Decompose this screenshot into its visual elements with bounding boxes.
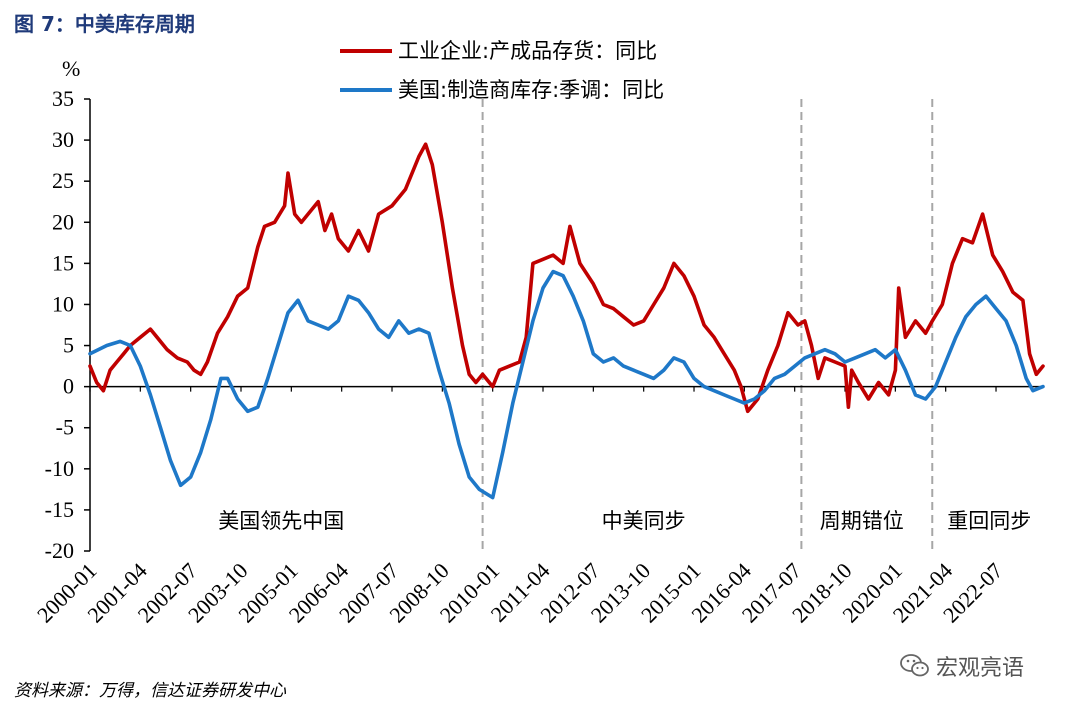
y-tick-label: 15 [52,250,74,275]
watermark-text: 宏观亮语 [936,656,1025,681]
chart-axes: 35302520151050-5-10-15-20%2000-012001-04… [32,56,1043,627]
series-us-inventory-line [88,269,1045,500]
y-tick-label: 0 [63,374,74,399]
y-tick-label: 35 [52,86,74,111]
region-label: 重回同步 [947,509,1031,533]
y-tick-label: 5 [63,333,74,358]
y-tick-label: -10 [45,456,74,481]
region-label: 美国领先中国 [218,509,344,533]
legend-label: 美国:制造商库存:季调：同比 [398,78,664,102]
watermark: 宏观亮语 [900,650,1024,682]
y-tick-label: -20 [45,538,74,563]
y-axis-unit: % [62,56,80,81]
y-tick-label: 25 [52,168,74,193]
region-label: 中美同步 [602,509,686,533]
region-label: 周期错位 [820,509,904,533]
y-tick-label: 10 [52,291,74,316]
y-tick-label: -5 [56,415,74,440]
chart-dividers [481,99,934,551]
figure-title: 图 7：中美库存周期 [14,12,195,36]
chart-series [88,142,1045,500]
series-industrial-inventory-line [88,142,1045,414]
wechat-icon [900,654,929,677]
chart-region-labels: 美国领先中国 中美同步 周期错位 重回同步 [218,509,1031,533]
legend-label: 工业企业:产成品存货：同比 [398,39,657,63]
source-note: 资料来源：万得，信达证券研发中心 [14,681,286,701]
y-tick-label: -15 [45,497,74,522]
y-tick-label: 20 [52,209,74,234]
y-tick-label: 30 [52,127,74,152]
